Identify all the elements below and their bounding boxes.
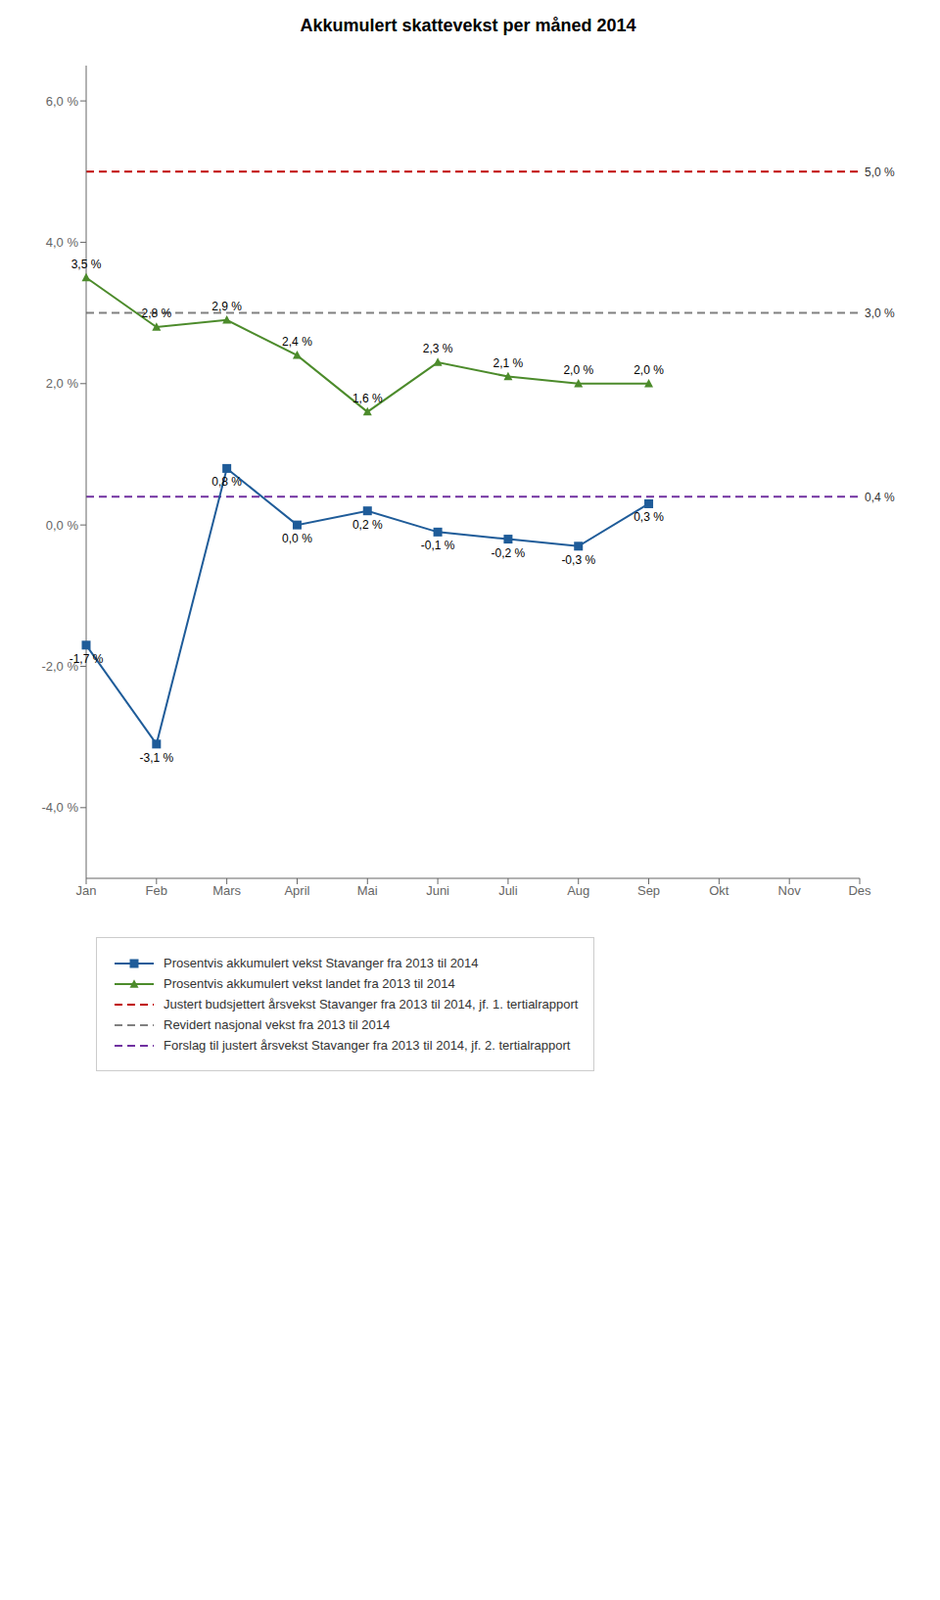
svg-text:0,2 %: 0,2 % bbox=[352, 517, 383, 532]
svg-text:2,9 %: 2,9 % bbox=[211, 299, 242, 314]
svg-text:-0,1 %: -0,1 % bbox=[421, 538, 456, 553]
svg-text:-1,7 %: -1,7 % bbox=[69, 652, 104, 666]
svg-text:Jan: Jan bbox=[76, 883, 97, 898]
html-text:Prosentvis akkumulert vekst St: Prosentvis akkumulert vekst Stavanger fr… bbox=[163, 955, 479, 971]
svg-text:2,4 %: 2,4 % bbox=[282, 334, 313, 349]
svg-text:0,4 %: 0,4 % bbox=[864, 490, 895, 505]
svg-text:4,0 %: 4,0 % bbox=[46, 235, 80, 250]
svg-text:Juli: Juli bbox=[498, 883, 518, 898]
svg-text:Sep: Sep bbox=[637, 883, 660, 898]
svg-text:3,0 %: 3,0 % bbox=[864, 306, 895, 321]
svg-text:5,0 %: 5,0 % bbox=[864, 165, 895, 180]
svg-text:Nov: Nov bbox=[778, 883, 802, 898]
html-text:Justert budsjettert årsvekst S: Justert budsjettert årsvekst Stavanger f… bbox=[163, 996, 579, 1012]
svg-text:2,0 %: 2,0 % bbox=[633, 363, 664, 377]
svg-text:-0,2 %: -0,2 % bbox=[491, 546, 526, 561]
html-text:Akkumulert skattevekst per mån: Akkumulert skattevekst per måned 2014 bbox=[300, 15, 637, 36]
html-text:Forslag til justert årsvekst S: Forslag til justert årsvekst Stavanger f… bbox=[163, 1037, 571, 1053]
svg-text:Aug: Aug bbox=[566, 883, 590, 898]
svg-text:Feb: Feb bbox=[145, 883, 168, 898]
svg-text:-0,3 %: -0,3 % bbox=[561, 553, 596, 567]
svg-text:2,8 %: 2,8 % bbox=[141, 306, 172, 321]
svg-text:-2,0 %: -2,0 % bbox=[41, 659, 79, 674]
html-text:Prosentvis akkumulert vekst la: Prosentvis akkumulert vekst landet fra 2… bbox=[163, 976, 456, 991]
svg-text:0,0 %: 0,0 % bbox=[282, 531, 313, 546]
svg-text:Mars: Mars bbox=[212, 883, 241, 898]
svg-text:0,0 %: 0,0 % bbox=[46, 517, 80, 533]
svg-text:2,1 %: 2,1 % bbox=[493, 356, 524, 371]
svg-text:April: April bbox=[283, 883, 310, 898]
svg-text:-3,1 %: -3,1 % bbox=[139, 751, 174, 765]
svg-text:6,0 %: 6,0 % bbox=[46, 94, 80, 109]
svg-text:-4,0 %: -4,0 % bbox=[41, 799, 79, 815]
svg-text:Des: Des bbox=[847, 883, 872, 898]
svg-text:0,8 %: 0,8 % bbox=[211, 474, 242, 489]
svg-text:Juni: Juni bbox=[425, 883, 450, 898]
svg-text:Okt: Okt bbox=[708, 883, 730, 898]
html-text:Revidert nasjonal vekst fra 20: Revidert nasjonal vekst fra 2013 til 201… bbox=[163, 1017, 391, 1033]
svg-text:2,0 %: 2,0 % bbox=[563, 363, 594, 377]
svg-text:1,6 %: 1,6 % bbox=[352, 391, 383, 406]
svg-text:3,5 %: 3,5 % bbox=[71, 257, 102, 272]
svg-text:2,3 %: 2,3 % bbox=[423, 341, 454, 356]
svg-text:2,0 %: 2,0 % bbox=[46, 376, 80, 391]
svg-text:Mai: Mai bbox=[357, 883, 378, 898]
svg-text:0,3 %: 0,3 % bbox=[633, 510, 664, 524]
